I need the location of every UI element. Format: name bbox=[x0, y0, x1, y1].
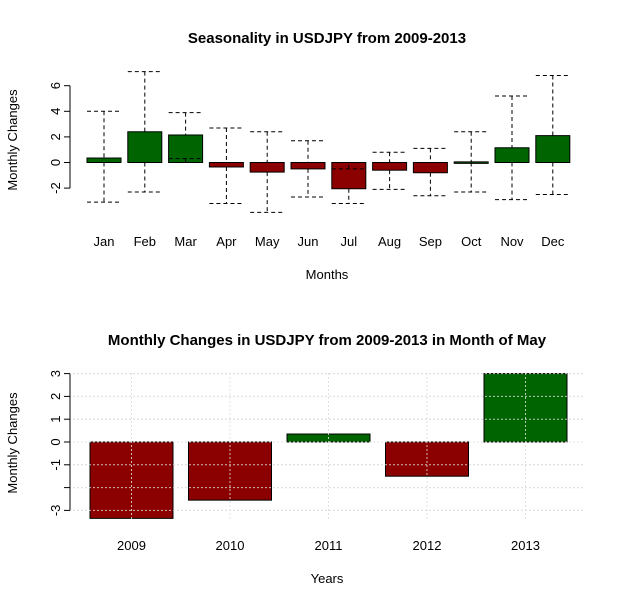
y-tick-label: 0 bbox=[48, 159, 63, 166]
bar-jun bbox=[290, 162, 326, 170]
bar-feb bbox=[127, 131, 163, 163]
whisker-jan bbox=[87, 110, 121, 203]
bar-2013 bbox=[483, 373, 568, 443]
y-tick-label: 4 bbox=[48, 108, 63, 115]
y-tick-label: -2 bbox=[48, 182, 63, 194]
x-tick-label-jan: Jan bbox=[94, 234, 115, 249]
x-tick-label-2012: 2012 bbox=[413, 538, 442, 553]
x-tick-label-2013: 2013 bbox=[511, 538, 540, 553]
whisker-may bbox=[250, 131, 285, 213]
chart-1-y-axis: -2 0 2 4 6 bbox=[48, 82, 71, 194]
whisker-mar bbox=[168, 112, 203, 163]
x-tick-label-2011: 2011 bbox=[315, 538, 343, 553]
x-tick-label-may: May bbox=[255, 234, 280, 249]
y-tick-label: 3 bbox=[48, 370, 63, 377]
chart-1-x-tick-labels: Jan Feb Mar Apr May Jun Jul Aug Sep Oct Nov Dec bbox=[94, 234, 565, 249]
whisker-sep bbox=[413, 147, 448, 197]
bar-apr bbox=[208, 162, 244, 168]
x-tick-label-sep: Sep bbox=[419, 234, 442, 249]
chart-1-xlabel: Months bbox=[306, 267, 349, 282]
bar-mar bbox=[168, 134, 204, 163]
y-tick-label: 6 bbox=[48, 82, 63, 89]
x-tick-label-feb: Feb bbox=[134, 234, 156, 249]
x-tick-label-2010: 2010 bbox=[216, 538, 245, 553]
x-tick-label-dec: Dec bbox=[541, 234, 565, 249]
y-tick-label: 0 bbox=[48, 438, 63, 445]
chart-2-xlabel: Years bbox=[311, 571, 344, 586]
bar-nov bbox=[494, 147, 530, 163]
bar-2012 bbox=[385, 441, 469, 477]
chart-2-x-tick-labels: 2009 2010 2011 2012 2013 bbox=[117, 538, 540, 553]
whisker-nov bbox=[495, 95, 529, 201]
bar-aug bbox=[372, 162, 408, 171]
x-tick-label-mar: Mar bbox=[174, 234, 197, 249]
whisker-jun bbox=[291, 140, 325, 198]
x-tick-label-nov: Nov bbox=[500, 234, 524, 249]
bar-jan bbox=[86, 157, 122, 164]
bar-sep bbox=[412, 162, 448, 174]
whisker-jul bbox=[331, 162, 366, 204]
chart-1-title: Seasonality in USDJPY from 2009-2013 bbox=[188, 30, 466, 47]
chart-2-y-axis: -3 -1 0 1 2 3 bbox=[48, 370, 71, 517]
x-tick-label-apr: Apr bbox=[216, 234, 237, 249]
chart-2: Monthly Changes in USDJPY from 2009-2013… bbox=[5, 332, 584, 586]
whisker-aug bbox=[372, 151, 407, 190]
bar-may bbox=[249, 162, 285, 173]
whisker-apr bbox=[209, 127, 244, 204]
whisker-dec bbox=[535, 74, 570, 195]
y-tick-label: -3 bbox=[48, 505, 63, 517]
chart-1: Seasonality in USDJPY from 2009-2013 -2 0… bbox=[5, 30, 571, 282]
chart-1-error-bars bbox=[87, 71, 570, 213]
y-tick-label: -1 bbox=[48, 459, 63, 471]
y-tick-label: 2 bbox=[48, 133, 63, 140]
chart-1-ylabel: Monthly Changes bbox=[5, 89, 20, 191]
chart-2-title: Monthly Changes in USDJPY from 2009-2013… bbox=[108, 332, 547, 349]
whisker-feb bbox=[127, 71, 162, 193]
y-tick-label: 1 bbox=[48, 416, 63, 423]
whisker-oct bbox=[454, 131, 489, 193]
y-tick-label: 2 bbox=[48, 393, 63, 400]
x-tick-label-oct: Oct bbox=[461, 234, 482, 249]
chart-2-grid-overlay bbox=[73, 373, 584, 520]
x-tick-label-aug: Aug bbox=[378, 234, 401, 249]
bar-dec bbox=[535, 135, 571, 163]
x-tick-label-jul: Jul bbox=[340, 234, 357, 249]
chart-2-ylabel: Monthly Changes bbox=[5, 392, 20, 494]
chart-1-bars bbox=[86, 131, 571, 190]
x-tick-label-2009: 2009 bbox=[117, 538, 146, 553]
x-tick-label-jun: Jun bbox=[298, 234, 319, 249]
